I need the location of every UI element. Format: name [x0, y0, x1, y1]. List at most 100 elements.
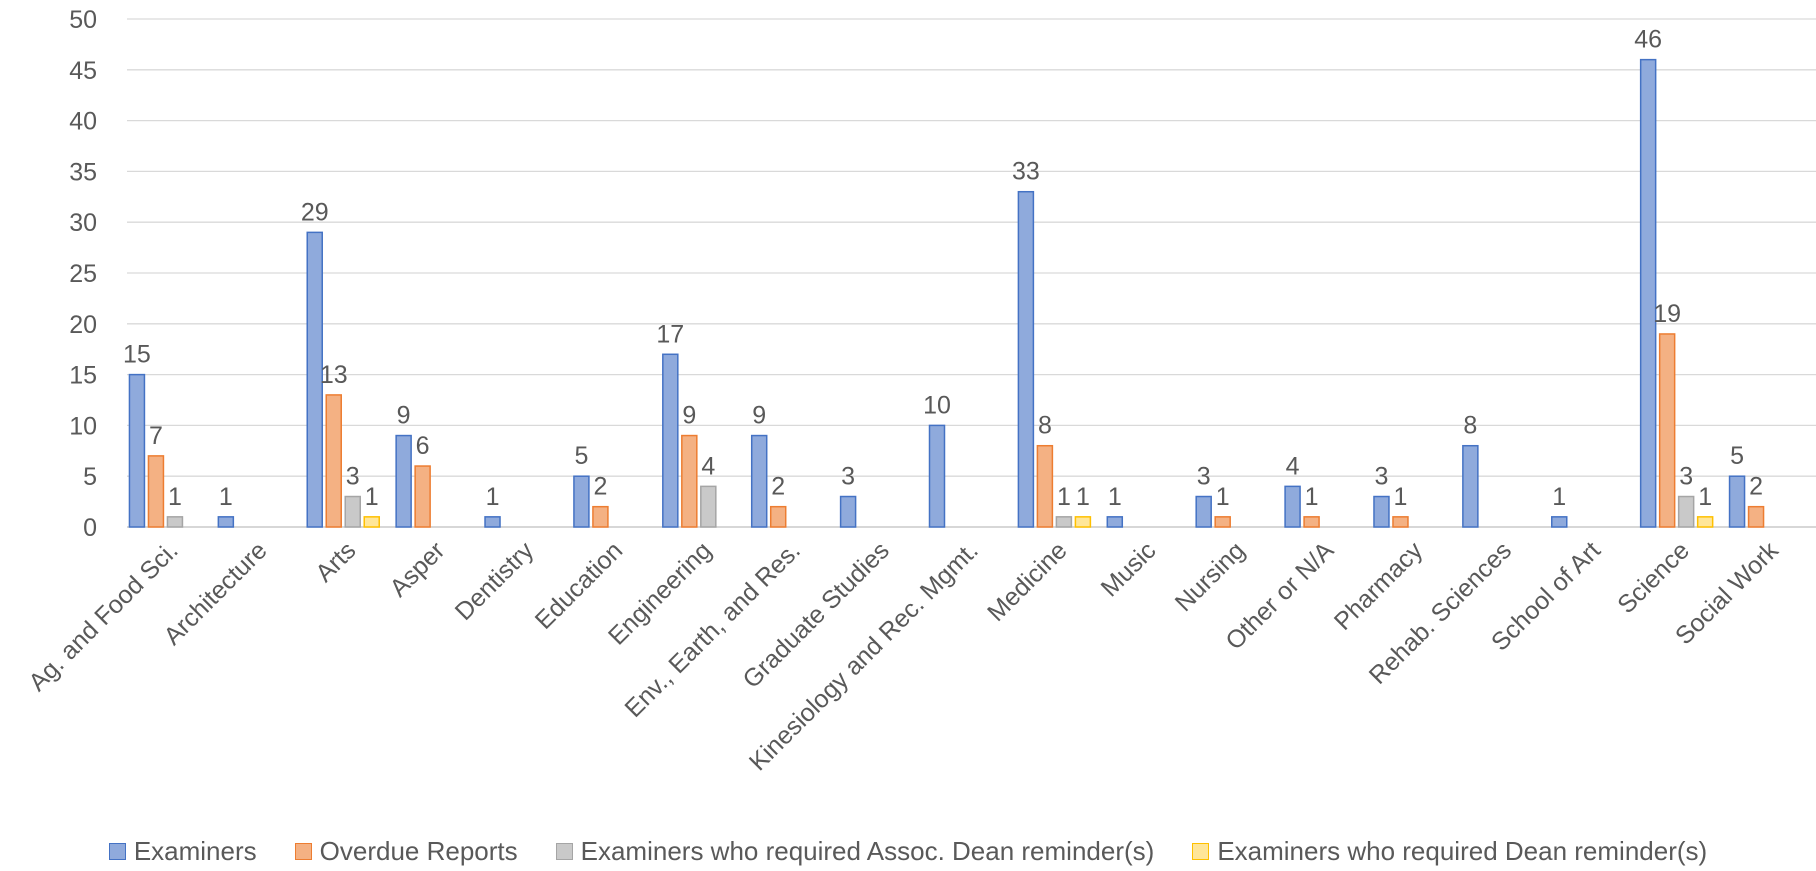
data-label: 2: [771, 473, 785, 501]
bar: [1392, 516, 1409, 528]
bar: [681, 434, 698, 528]
legend-item: Examiners: [108, 836, 257, 867]
y-tick-label: 0: [83, 514, 97, 542]
data-label: 8: [1038, 412, 1052, 440]
y-tick-label: 25: [69, 260, 97, 288]
x-axis: Ag. and Food Sci.Architecture Arts Asper De…: [23, 536, 1784, 776]
legend-swatch: [555, 843, 573, 860]
data-label: 9: [752, 402, 766, 430]
x-tick-label: Science: [1612, 536, 1695, 619]
bar: [1214, 516, 1231, 528]
y-tick-label: 35: [69, 158, 97, 186]
data-label: 1: [1698, 483, 1712, 511]
data-label: 19: [1653, 300, 1681, 328]
data-label: 1: [168, 483, 182, 511]
bar: [1677, 495, 1695, 528]
y-tick-label: 30: [69, 209, 97, 237]
bar: [395, 434, 412, 528]
legend-swatch: [1192, 843, 1210, 860]
bar: [414, 465, 431, 528]
bar: [325, 394, 342, 528]
bar: [700, 485, 717, 528]
data-label: 1: [365, 483, 379, 511]
bar: [750, 434, 768, 528]
legend-label: Examiners: [133, 836, 257, 866]
legend-label: Overdue Reports: [319, 836, 518, 866]
data-label: 5: [1730, 442, 1744, 470]
x-tick-label: Music: [1096, 536, 1162, 602]
data-label: 29: [301, 198, 329, 226]
bar: [344, 495, 361, 528]
data-label: 1: [486, 483, 500, 511]
data-label: 15: [123, 341, 151, 369]
bar: [1658, 333, 1676, 528]
bar: [928, 424, 946, 528]
legend-label: Examiners who required Assoc. Dean remin…: [580, 836, 1155, 866]
legend-label: Examiners who required Dean reminder(s): [1217, 836, 1708, 866]
gridlines: [127, 18, 1816, 528]
bar: [1074, 516, 1092, 528]
legend-swatch: [108, 843, 126, 860]
data-label: 6: [416, 432, 430, 460]
bar: [217, 516, 235, 528]
data-label: 33: [1012, 158, 1040, 186]
data-label: 1: [1305, 483, 1319, 511]
data-label: 4: [701, 452, 715, 480]
bar: [1284, 485, 1301, 528]
bar: [1195, 495, 1212, 528]
bar: [1696, 516, 1714, 528]
data-label: 9: [397, 402, 411, 430]
y-tick-label: 10: [69, 412, 97, 440]
data-label: 10: [923, 391, 951, 419]
x-tick-label: Nursing: [1170, 536, 1251, 617]
x-tick-label: Ag. and Food Sci.: [23, 536, 183, 696]
legend-swatch: [294, 843, 312, 860]
bar: [839, 495, 857, 528]
y-tick-label: 45: [69, 57, 97, 85]
y-tick-label: 40: [69, 108, 97, 136]
bar: [573, 475, 590, 528]
data-label: 1: [219, 483, 233, 511]
data-label: 3: [1375, 463, 1389, 491]
bar: [128, 373, 146, 528]
y-tick-label: 15: [69, 362, 97, 390]
bars: [128, 58, 1765, 528]
legend: Examiners Overdue Reports Examiners who re…: [0, 836, 1816, 867]
x-tick-label: Asper: [384, 536, 450, 602]
data-label: 7: [149, 422, 163, 450]
bar: [1303, 516, 1320, 528]
bar: [1747, 505, 1765, 528]
legend-item: Examiners who required Dean reminder(s): [1192, 836, 1707, 867]
bar: [147, 455, 165, 528]
data-label: 3: [1197, 463, 1211, 491]
data-label: 1: [1216, 483, 1230, 511]
data-label: 1: [1394, 483, 1408, 511]
legend-item: Overdue Reports: [294, 836, 518, 867]
data-label: 17: [656, 320, 684, 348]
x-tick-label: Arts: [310, 536, 361, 587]
data-label: 1: [1108, 483, 1122, 511]
bar: [1639, 58, 1657, 528]
data-label: 9: [682, 402, 696, 430]
bar: [166, 516, 184, 528]
bar: [592, 505, 609, 528]
x-tick-label: Dentistry: [450, 536, 540, 626]
data-label: 2: [1749, 473, 1763, 501]
bar: [1017, 190, 1035, 528]
bar: [1106, 516, 1124, 528]
x-tick-label: Env., Earth, and Res.: [619, 536, 806, 723]
y-axis: 0 5 10 15 20 25 30 35 40 45 50: [69, 6, 97, 542]
bar: [1036, 444, 1054, 528]
bar: [1373, 495, 1390, 528]
x-tick-label: Graduate Studies: [737, 536, 894, 693]
bar: [1055, 516, 1073, 528]
bar: [484, 516, 501, 528]
data-label: 4: [1286, 452, 1300, 480]
data-label: 5: [574, 442, 588, 470]
data-label: 46: [1634, 26, 1662, 54]
data-label: 3: [1679, 463, 1693, 491]
bar: [1551, 516, 1568, 528]
bar: [662, 353, 679, 528]
